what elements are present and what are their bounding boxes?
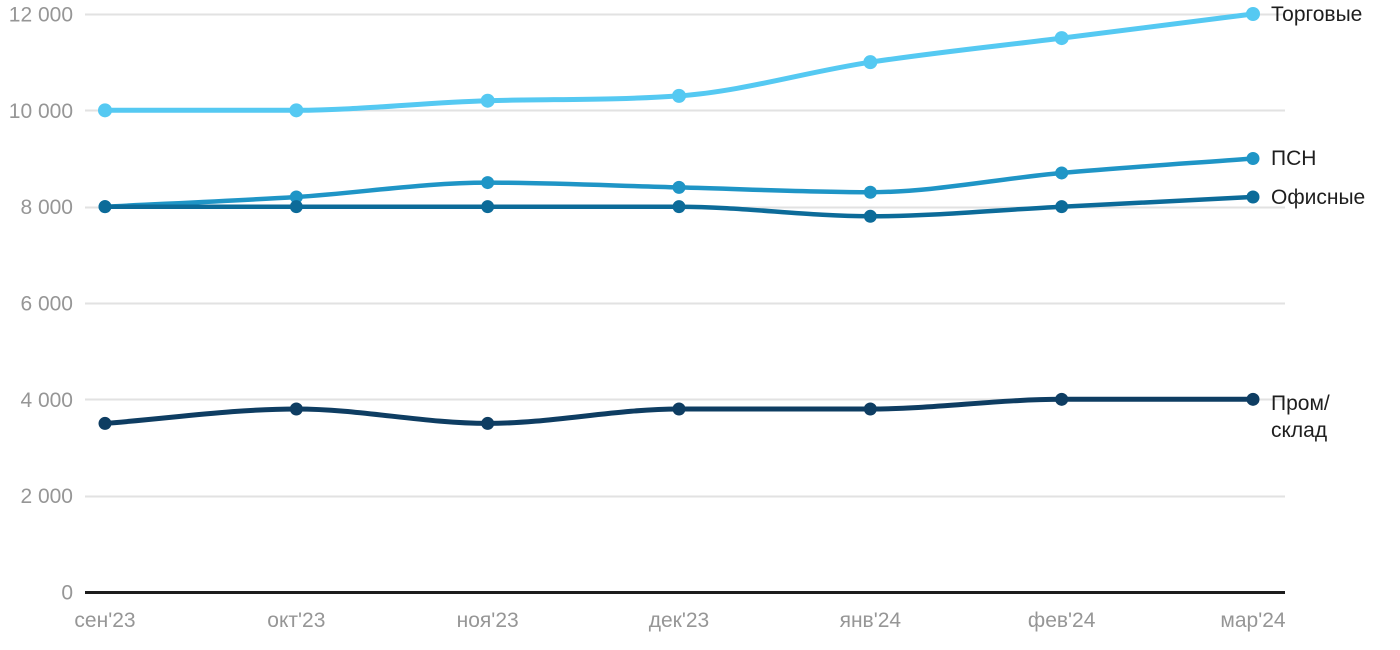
data-point	[672, 180, 686, 194]
data-point	[1246, 392, 1260, 406]
y-tick-label: 4 000	[20, 389, 73, 412]
x-tick-label: янв'24	[840, 609, 902, 632]
data-point	[289, 402, 303, 416]
data-point	[672, 200, 686, 214]
y-tick-label: 6 000	[20, 293, 73, 316]
data-point	[98, 416, 112, 430]
y-tick-label: 10 000	[9, 100, 73, 123]
x-tick-label: фев'24	[1028, 609, 1096, 632]
series-label-ofisnye: Офисные	[1271, 186, 1366, 209]
y-tick-label: 0	[61, 582, 73, 605]
x-tick-label: окт'23	[267, 609, 325, 632]
data-point	[1055, 200, 1069, 214]
data-point	[481, 200, 495, 214]
data-point	[863, 185, 877, 199]
data-point	[289, 200, 303, 214]
data-point	[289, 190, 303, 204]
x-tick-label: сен'23	[74, 609, 135, 632]
data-point	[289, 103, 304, 118]
x-tick-label: дек'23	[649, 609, 710, 632]
data-point	[1054, 31, 1069, 46]
data-point	[863, 402, 877, 416]
data-point	[1246, 190, 1260, 204]
data-point	[671, 88, 686, 103]
data-point	[480, 93, 495, 108]
series-label-prom-sklad: Пром/ склад	[1271, 390, 1330, 444]
series-label-psn: ПСН	[1271, 147, 1317, 170]
series-label-torgovye: Торговые	[1271, 3, 1363, 26]
data-point	[863, 55, 878, 70]
x-tick-label: мар'24	[1220, 609, 1285, 632]
data-point	[1055, 166, 1069, 180]
x-tick-label: ноя'23	[457, 609, 519, 632]
data-point	[481, 416, 495, 430]
data-point	[481, 176, 495, 190]
data-point	[1246, 152, 1260, 165]
y-tick-label: 12 000	[9, 4, 73, 27]
data-point	[672, 402, 686, 416]
data-point	[98, 200, 112, 214]
y-tick-label: 8 000	[20, 196, 73, 219]
series-label-prom-line2: склад	[1271, 419, 1328, 442]
data-point	[1055, 392, 1069, 406]
series-label-prom-line1: Пром/	[1271, 392, 1330, 415]
data-point	[863, 209, 877, 223]
data-point	[1245, 7, 1260, 21]
y-tick-label: 2 000	[20, 485, 73, 508]
data-point	[98, 103, 112, 118]
